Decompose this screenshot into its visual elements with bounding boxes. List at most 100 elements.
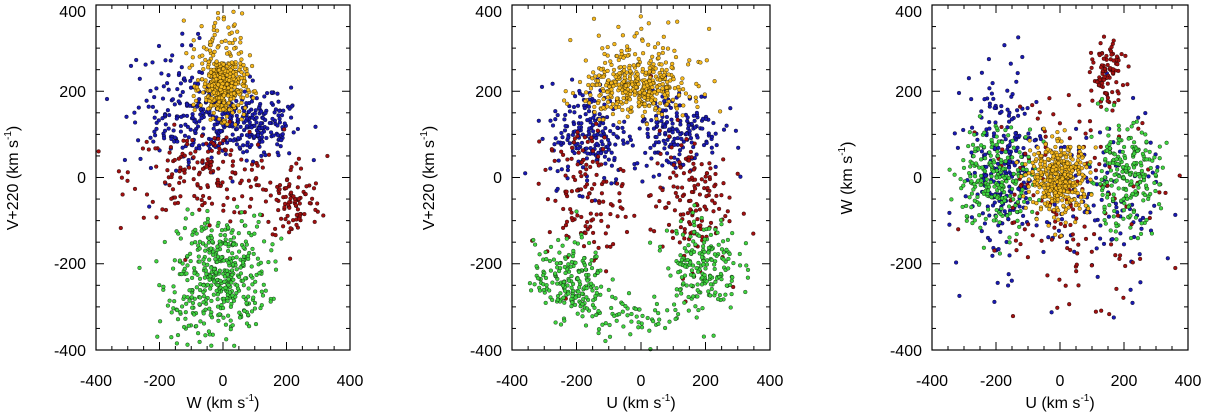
scatter-point bbox=[693, 186, 698, 191]
scatter-point bbox=[693, 125, 698, 130]
scatter-point bbox=[602, 51, 607, 57]
scatter-point bbox=[952, 131, 957, 136]
scatter-point bbox=[233, 81, 238, 86]
scatter-point bbox=[694, 110, 699, 115]
scatter-point bbox=[226, 248, 231, 254]
scatter-point bbox=[703, 266, 708, 271]
scatter-point bbox=[247, 204, 252, 209]
scatter-point bbox=[1102, 66, 1108, 71]
scatter-point bbox=[244, 321, 250, 326]
scatter-point bbox=[621, 55, 626, 60]
scatter-point bbox=[1099, 197, 1104, 202]
scatter-point bbox=[225, 272, 230, 277]
scatter-point bbox=[172, 290, 177, 295]
scatter-point bbox=[682, 300, 687, 305]
scatter-point bbox=[279, 113, 285, 118]
scatter-point bbox=[577, 193, 582, 198]
scatter-point bbox=[1014, 148, 1019, 153]
panel-2-ytick-label: 400 bbox=[475, 4, 502, 21]
scatter-point bbox=[1084, 165, 1089, 170]
scatter-point bbox=[1078, 195, 1084, 200]
scatter-point bbox=[712, 79, 717, 84]
scatter-point bbox=[1120, 83, 1126, 88]
scatter-point bbox=[681, 103, 686, 108]
scatter-point bbox=[1000, 140, 1005, 145]
scatter-point bbox=[204, 141, 209, 146]
scatter-point bbox=[1099, 177, 1104, 182]
scatter-point bbox=[1117, 138, 1122, 143]
scatter-point bbox=[669, 145, 674, 150]
panel-3-xtick-label: 0 bbox=[1056, 373, 1065, 390]
scatter-point bbox=[245, 143, 250, 148]
scatter-point bbox=[221, 62, 226, 67]
scatter-point bbox=[973, 146, 978, 151]
scatter-point bbox=[254, 176, 259, 181]
scatter-point bbox=[1109, 242, 1114, 247]
scatter-point bbox=[207, 306, 212, 311]
scatter-point bbox=[989, 91, 994, 96]
scatter-point bbox=[1048, 178, 1053, 183]
scatter-point bbox=[325, 153, 330, 159]
scatter-point bbox=[251, 295, 256, 300]
scatter-point bbox=[192, 128, 197, 133]
scatter-point bbox=[241, 245, 246, 250]
scatter-point bbox=[1111, 315, 1116, 320]
scatter-point bbox=[657, 77, 663, 83]
scatter-point bbox=[700, 126, 705, 131]
scatter-point bbox=[104, 96, 110, 102]
scatter-point bbox=[224, 337, 229, 342]
scatter-point bbox=[671, 170, 676, 175]
scatter-point bbox=[1042, 185, 1047, 190]
scatter-point bbox=[553, 117, 558, 122]
scatter-point bbox=[605, 95, 610, 100]
scatter-point bbox=[679, 257, 684, 262]
scatter-point bbox=[283, 194, 288, 199]
scatter-point bbox=[969, 205, 974, 210]
scatter-point bbox=[186, 157, 191, 163]
scatter-point bbox=[177, 258, 182, 263]
scatter-point bbox=[609, 62, 614, 67]
scatter-point bbox=[1173, 212, 1178, 217]
scatter-point bbox=[589, 135, 594, 140]
scatter-point bbox=[677, 148, 683, 153]
scatter-point bbox=[602, 154, 607, 159]
scatter-point bbox=[1152, 180, 1157, 185]
scatter-point bbox=[624, 48, 630, 53]
scatter-point bbox=[154, 215, 159, 220]
scatter-point bbox=[1108, 177, 1114, 182]
scatter-point bbox=[1067, 302, 1072, 307]
scatter-point bbox=[614, 318, 619, 323]
scatter-point bbox=[1114, 224, 1119, 229]
scatter-point bbox=[727, 251, 732, 257]
scatter-point bbox=[691, 273, 696, 278]
scatter-point bbox=[600, 117, 605, 122]
scatter-point bbox=[662, 146, 667, 151]
scatter-point bbox=[1070, 157, 1075, 162]
scatter-point bbox=[733, 128, 738, 133]
scatter-point bbox=[680, 76, 685, 81]
scatter-point bbox=[561, 279, 567, 285]
scatter-point bbox=[979, 178, 984, 183]
scatter-point bbox=[1055, 305, 1060, 310]
scatter-point bbox=[239, 57, 244, 62]
scatter-point bbox=[636, 325, 641, 330]
scatter-point bbox=[572, 240, 577, 245]
scatter-point bbox=[718, 109, 723, 114]
scatter-point bbox=[632, 166, 637, 171]
scatter-point bbox=[672, 208, 677, 213]
scatter-point bbox=[555, 113, 560, 118]
scatter-point bbox=[1065, 240, 1070, 245]
panel-3-ytick-label: -400 bbox=[890, 343, 922, 360]
scatter-point bbox=[1077, 170, 1082, 175]
scatter-point bbox=[607, 334, 613, 339]
scatter-point bbox=[249, 125, 254, 130]
scatter-point bbox=[191, 155, 196, 160]
scatter-point bbox=[615, 181, 620, 186]
scatter-point bbox=[182, 226, 187, 231]
scatter-point bbox=[571, 140, 577, 145]
scatter-point bbox=[168, 145, 173, 150]
scatter-point bbox=[158, 319, 163, 324]
scatter-point bbox=[553, 271, 558, 276]
scatter-point bbox=[269, 248, 274, 253]
scatter-point bbox=[582, 106, 587, 111]
